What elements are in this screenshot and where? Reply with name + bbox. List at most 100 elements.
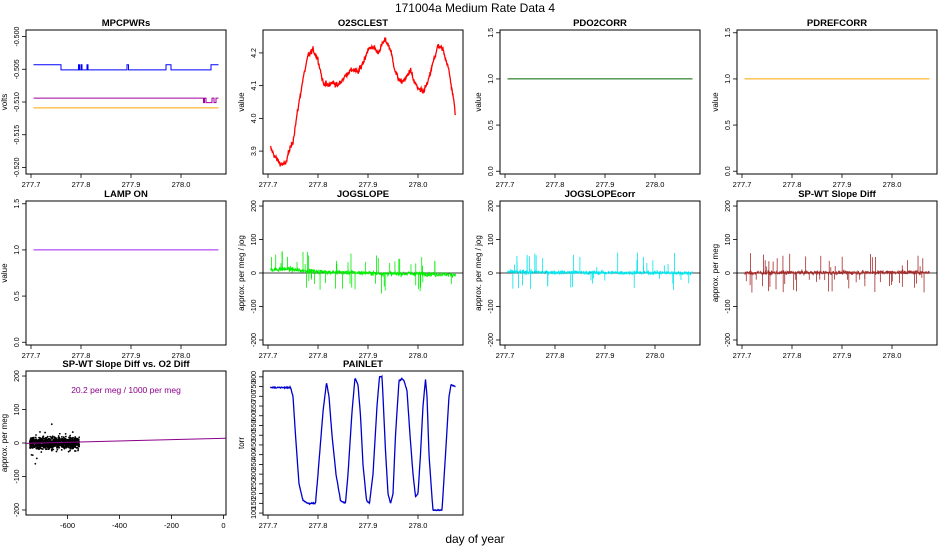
y-tick-label: 100 (14, 404, 21, 416)
y-tick-label: 200 (251, 488, 258, 500)
scatter-point (48, 446, 51, 449)
plot-area (269, 37, 457, 167)
y-tick-label: 0 (14, 441, 21, 445)
panel-title: LAMP ON (104, 189, 148, 200)
scatter-point (39, 443, 42, 446)
y-tick-label: 300 (251, 468, 258, 480)
y-tick-label: -200 (14, 503, 21, 517)
y-tick-label: 250 (251, 478, 258, 490)
scatter-point (31, 446, 33, 449)
y-tick-label: 0.0 (14, 337, 21, 347)
panel-pdo2corr: PDO2CORR 277.7 277.8 277.9 278.0 0.0 0.5 1.0 1.5… (474, 18, 701, 189)
x-tick-label: 277.9 (359, 351, 378, 360)
scatter-point (64, 445, 67, 448)
x-tick-label: 277.9 (359, 180, 378, 189)
x-tick-label: 277.7 (22, 351, 41, 360)
y-tick-label: 800 (251, 371, 258, 383)
y-tick-label: 100 (725, 234, 732, 246)
scatter-point (35, 447, 38, 450)
x-tick-label: 277.7 (259, 180, 278, 189)
x-tick-label: 277.9 (122, 351, 141, 360)
panel-jogslope: JOGSLOPE 277.7 277.8 277.9 278.0 -200 -100 0 100… (237, 189, 464, 360)
y-tick-label: 1.0 (14, 245, 21, 255)
scatter-point (35, 443, 38, 446)
y-axis-label: value (0, 263, 9, 283)
scatter-point (37, 446, 40, 449)
x-tick-label: 278.0 (172, 351, 191, 360)
scatter-point (69, 434, 72, 437)
scatter-point (67, 450, 70, 453)
panel-spwtslopediff: SP-WT Slope Diff 277.7 277.8 277.9 278.0 -200… (711, 189, 938, 360)
scatter-point (29, 446, 32, 449)
panel-title: JOGSLOPE (337, 189, 389, 200)
y-tick-label: 0 (488, 271, 495, 275)
scatter-point (75, 442, 78, 445)
plot-area (33, 64, 219, 109)
panel-title: MPCPWRs (102, 18, 151, 29)
scatter-point (68, 443, 71, 445)
x-tick-label: -200 (164, 521, 179, 530)
y-tick-label: 200 (488, 200, 495, 212)
scatter-point (34, 445, 36, 448)
x-tick-label: 277.9 (833, 351, 852, 360)
x-tick-label: 277.8 (72, 351, 91, 360)
y-tick-label: 4.0 (251, 113, 258, 123)
series-line-0 (269, 374, 456, 512)
scatter-point (40, 447, 43, 450)
series-line-0 (270, 265, 456, 278)
scatter-point (77, 445, 80, 448)
y-tick-label: 200 (251, 200, 258, 212)
scatter-point (56, 446, 59, 448)
y-axis-label: volts (0, 94, 9, 110)
scatter-point (72, 447, 75, 450)
y-tick-label: -0.505 (14, 59, 21, 79)
scatter-point (47, 446, 50, 448)
y-tick-label: -200 (488, 333, 495, 347)
series-line-0 (26, 437, 226, 444)
scatter-point (57, 439, 60, 442)
plot-frame (736, 29, 938, 175)
x-tick-label: 277.7 (496, 180, 515, 189)
scatter-point (45, 444, 47, 447)
scatter-point (66, 442, 69, 445)
y-axis-label: torr (237, 437, 246, 449)
scatter-point (69, 449, 71, 452)
figure-title: 171004a Medium Rate Data 4 (395, 1, 555, 15)
scatter-point (62, 436, 65, 439)
figure-xlabel: day of year (445, 532, 504, 546)
y-tick-label: 200 (14, 370, 21, 382)
y-tick-label: -100 (488, 299, 495, 313)
scatter-point (35, 457, 38, 460)
scatter-point (60, 438, 63, 441)
y-tick-label: 1.5 (14, 199, 21, 209)
y-tick-label: 100 (251, 234, 258, 246)
x-tick-label: 278.0 (883, 351, 902, 360)
scatter-point (34, 436, 37, 439)
scatter-point (45, 448, 48, 450)
scatter-point (50, 423, 53, 426)
x-tick-label: 277.8 (72, 180, 91, 189)
x-tick-label: -400 (112, 521, 127, 530)
panel-jogslopecorr: JOGSLOPEcorr 277.7 277.8 277.9 278.0 -200 -100… (474, 189, 701, 360)
y-tick-label: 3.9 (251, 146, 258, 156)
scatter-point (49, 435, 52, 438)
scatter-point (53, 444, 56, 447)
scatter-point (72, 442, 75, 445)
scatter-point (77, 443, 80, 446)
panel-title: SP-WT Slope Diff (798, 189, 876, 200)
plot-area (500, 252, 700, 290)
scatter-point (45, 437, 48, 439)
scatter-point (41, 436, 44, 439)
scatter-point (46, 439, 49, 442)
scatter-point (51, 445, 54, 448)
series-line-0 (507, 268, 693, 277)
x-tick-label: 277.9 (359, 521, 378, 530)
y-tick-label: -0.500 (14, 27, 21, 47)
scatter-point (76, 437, 79, 440)
y-tick-label: 500 (251, 429, 258, 441)
scatter-point (38, 448, 40, 451)
y-tick-label: 750 (251, 381, 258, 393)
